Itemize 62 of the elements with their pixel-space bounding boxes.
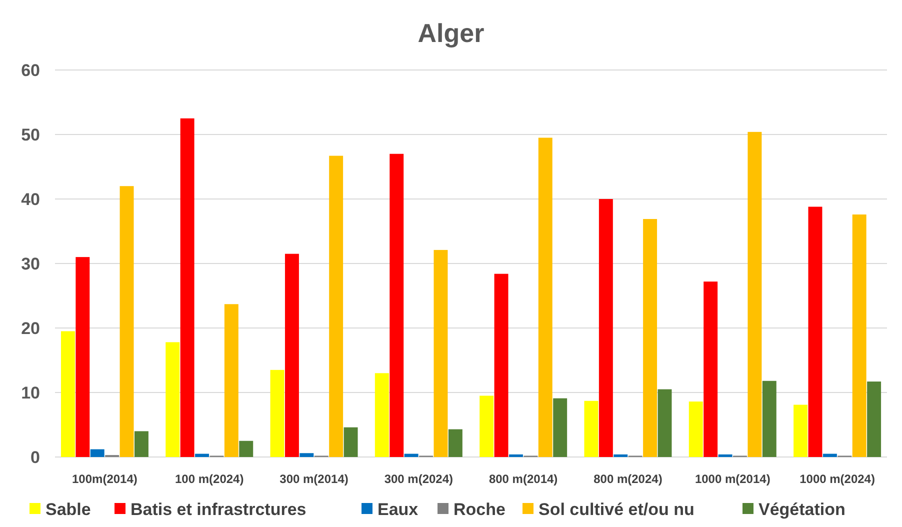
x-tick-label: 300 m(2024) — [384, 472, 454, 486]
bar — [718, 454, 732, 457]
bar — [852, 214, 866, 457]
bar — [195, 454, 209, 457]
bar — [658, 389, 672, 457]
bar — [76, 257, 90, 457]
bar — [614, 454, 628, 457]
bar — [822, 454, 837, 457]
y-tick-label: 10 — [21, 383, 40, 402]
y-tick-label: 0 — [30, 448, 40, 467]
x-tick-label: 800 m(2024) — [594, 472, 662, 486]
legend-label: Sable — [46, 500, 91, 519]
bar — [344, 427, 358, 457]
bar — [598, 199, 613, 457]
bar — [508, 454, 523, 457]
bar — [434, 250, 448, 457]
bar — [180, 118, 194, 457]
y-tick-label: 30 — [21, 254, 40, 274]
x-tick-label: 800 m(2014) — [488, 472, 558, 486]
bar — [60, 331, 75, 457]
bar — [762, 380, 776, 457]
legend-label: Roche — [454, 500, 506, 519]
bar — [239, 440, 254, 457]
x-tick-label: 1000 m(2014) — [694, 472, 770, 486]
bar — [120, 186, 134, 457]
legend-label: Végétation — [758, 500, 846, 519]
bar — [90, 449, 104, 457]
bar — [448, 429, 462, 457]
y-tick-label: 20 — [21, 318, 40, 338]
bar — [688, 402, 703, 457]
bar — [494, 274, 508, 457]
bar — [643, 218, 658, 457]
legend-label: Batis et infrastrctures — [130, 500, 306, 519]
bar — [404, 454, 418, 457]
y-tick-label: 50 — [21, 125, 40, 144]
bar — [374, 373, 389, 457]
bar — [704, 282, 718, 457]
bar — [553, 398, 568, 457]
x-tick-label: 100m(2014) — [72, 472, 138, 486]
y-tick-label: 60 — [21, 60, 40, 80]
y-tick-label: 40 — [21, 190, 40, 209]
x-tick-label: 300 m(2014) — [280, 472, 348, 486]
x-tick-label: 100 m(2024) — [175, 472, 244, 486]
bar — [329, 156, 344, 457]
legend-label: Sol cultivé et/ou nu — [538, 500, 694, 519]
bar — [134, 431, 148, 457]
bar — [538, 138, 552, 457]
bar — [808, 206, 822, 457]
legend-label: Eaux — [378, 500, 419, 519]
bar — [270, 370, 284, 457]
bar — [300, 453, 314, 457]
bar — [390, 154, 404, 457]
bar — [480, 396, 494, 457]
bar — [584, 400, 598, 457]
bar — [794, 404, 808, 457]
bar — [224, 304, 238, 457]
bar — [284, 254, 299, 457]
chart-title: Alger — [418, 18, 484, 48]
bar — [748, 132, 762, 457]
bar — [867, 382, 882, 457]
bar — [166, 342, 180, 457]
x-tick-label: 1000 m(2024) — [800, 472, 875, 486]
